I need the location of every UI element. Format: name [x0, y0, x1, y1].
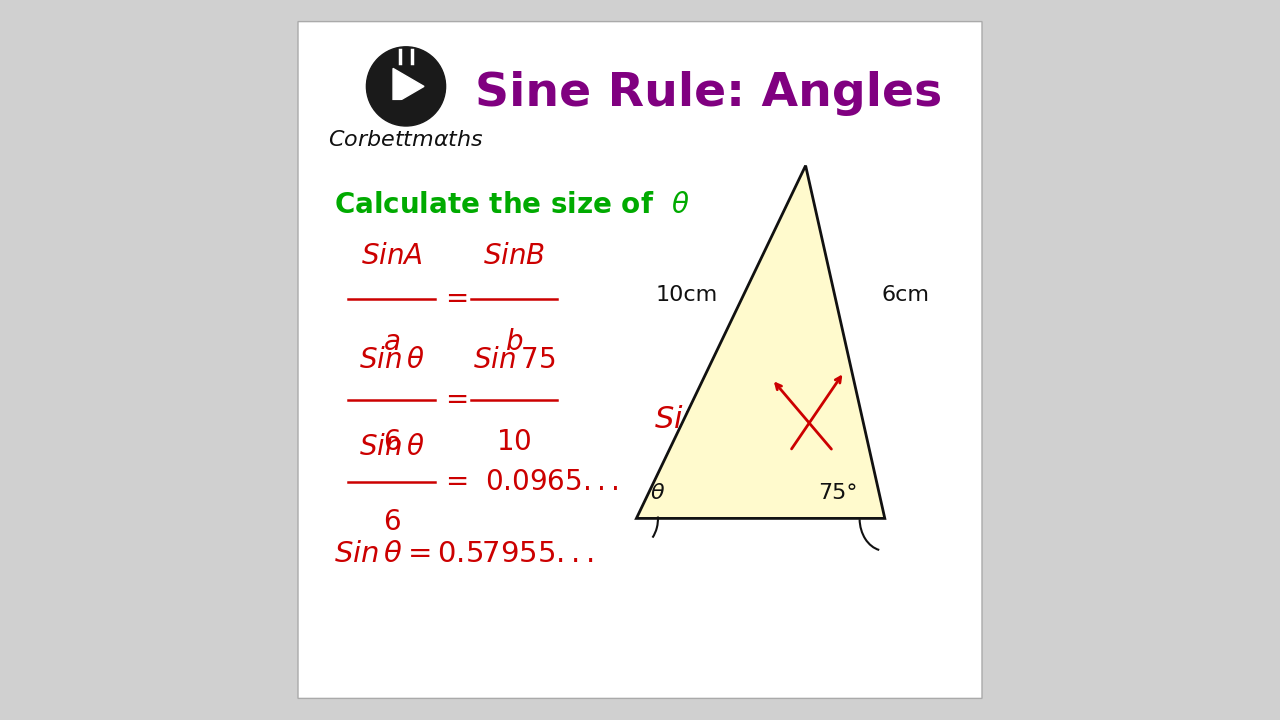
- Text: 75°: 75°: [818, 483, 858, 503]
- Text: =: =: [444, 285, 468, 312]
- Circle shape: [366, 47, 445, 126]
- Text: $Sin\,\theta = 0.57955...$: $Sin\,\theta = 0.57955...$: [334, 541, 594, 568]
- Text: 6cm: 6cm: [881, 285, 929, 305]
- Text: $Sin^{-1}(0.57$: $Sin^{-1}(0.57$: [654, 400, 813, 436]
- Text: =: =: [444, 469, 468, 496]
- Text: $b$: $b$: [504, 328, 524, 356]
- Text: $Sin B$: $Sin B$: [483, 242, 545, 270]
- Text: $Sin A$: $Sin A$: [361, 242, 422, 270]
- Text: $6$: $6$: [383, 428, 401, 456]
- Polygon shape: [393, 68, 424, 104]
- Text: $Sin\,\theta$: $Sin\,\theta$: [358, 346, 425, 374]
- Polygon shape: [384, 101, 428, 119]
- Text: $10$: $10$: [497, 428, 531, 456]
- Text: $Sin\,\theta$: $Sin\,\theta$: [358, 433, 425, 461]
- FancyBboxPatch shape: [298, 22, 982, 698]
- Polygon shape: [636, 166, 884, 518]
- Text: =: =: [444, 386, 468, 413]
- Text: $a$: $a$: [383, 328, 401, 356]
- Text: $Sin\,75$: $Sin\,75$: [472, 346, 556, 374]
- Text: Sine Rule: Angles: Sine Rule: Angles: [475, 71, 942, 116]
- Text: Corbettm$\alpha$ths: Corbettm$\alpha$ths: [328, 130, 484, 150]
- Text: $0.0965...$: $0.0965...$: [485, 469, 618, 496]
- Text: 10cm: 10cm: [655, 285, 718, 305]
- Text: $6$: $6$: [383, 508, 401, 536]
- Text: Calculate the size of  $\theta$: Calculate the size of $\theta$: [334, 192, 690, 219]
- Text: $\theta$: $\theta$: [650, 483, 666, 503]
